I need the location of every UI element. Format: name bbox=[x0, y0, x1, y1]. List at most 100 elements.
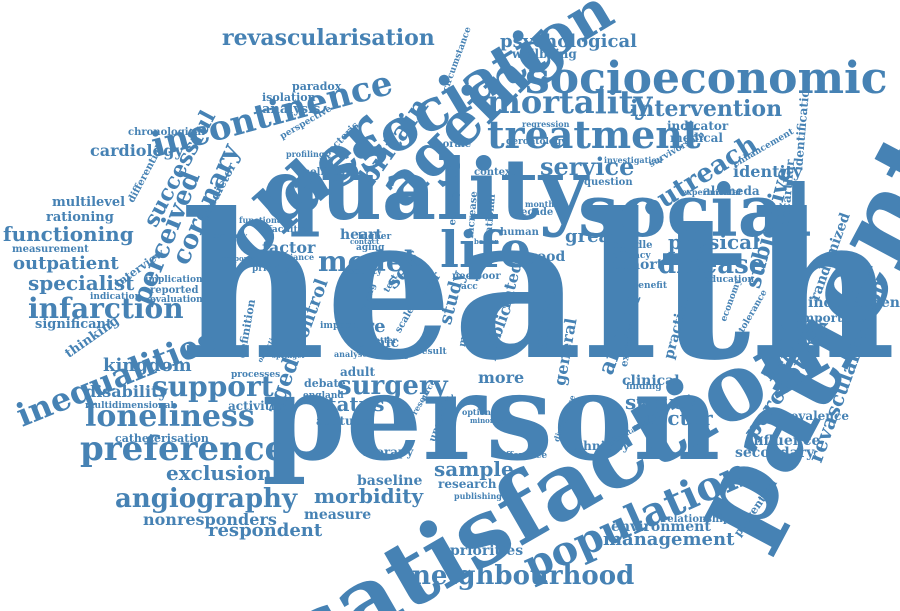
word-month: month bbox=[525, 199, 555, 209]
word-angiography: angiography bbox=[115, 484, 298, 514]
word-activities: activities bbox=[228, 399, 290, 413]
word-respondent: respondent bbox=[208, 520, 323, 541]
word-debate: debate bbox=[304, 377, 346, 390]
word-impact: impact bbox=[320, 321, 355, 331]
word-ethnicity: ethnicity bbox=[570, 439, 630, 453]
word-health: health bbox=[180, 170, 897, 405]
word-sample: sample bbox=[434, 457, 514, 481]
word-preference: preference bbox=[80, 429, 287, 469]
word-indicator: indicator bbox=[667, 119, 729, 133]
word-specialist: specialist bbox=[28, 271, 135, 295]
word-analysis: analysis bbox=[262, 102, 321, 117]
word-catheterisation: catheterisation bbox=[115, 432, 209, 445]
word-profiling: profiling bbox=[286, 149, 325, 159]
word-variance: variance bbox=[276, 252, 315, 262]
word-functional: functional bbox=[239, 215, 286, 225]
word-letter: letter bbox=[372, 335, 397, 345]
word-gerontology: gerontology bbox=[506, 137, 567, 147]
word-person: person bbox=[262, 347, 721, 488]
word-attitude: attitude bbox=[316, 414, 370, 428]
word-treatment: treatment bbox=[487, 112, 701, 157]
word-education: education bbox=[704, 275, 754, 285]
word-processes: processes bbox=[231, 370, 281, 380]
word-doctor: doctor bbox=[640, 406, 713, 430]
word-great: great bbox=[565, 226, 619, 247]
word-factor: factor bbox=[262, 238, 316, 257]
word-service: service bbox=[540, 152, 635, 181]
word-disease: disease bbox=[658, 250, 766, 280]
word-benefit: benefit bbox=[632, 281, 667, 291]
word-alameda: alameda bbox=[703, 184, 760, 198]
word-independent: independent bbox=[808, 295, 900, 311]
word-infarction: infarction bbox=[28, 292, 184, 325]
word-exclusion: exclusion bbox=[166, 461, 272, 485]
word-nonresponders: nonresponders bbox=[143, 510, 277, 529]
word-care: care bbox=[342, 316, 386, 337]
word-medical: medical bbox=[670, 131, 723, 145]
word-cohort: cohort bbox=[612, 257, 664, 273]
word-contact: contact bbox=[350, 237, 380, 246]
word-indication: indication bbox=[90, 292, 142, 302]
word-neighbourhood: neighbourhood bbox=[412, 561, 635, 591]
word-support: support bbox=[152, 370, 274, 403]
word-chronological: chronological bbox=[128, 127, 205, 138]
word-identity: identity bbox=[733, 162, 803, 181]
word-survey: survey bbox=[625, 390, 698, 414]
word-evaluation: evaluation bbox=[150, 295, 203, 305]
word-socioeconomic: socioeconomic bbox=[525, 53, 888, 104]
word-several: several bbox=[422, 393, 454, 403]
word-finding: finding bbox=[626, 382, 662, 392]
word-reported: reported bbox=[150, 285, 199, 296]
word-mortality: mortality bbox=[487, 83, 653, 121]
word-research: research bbox=[438, 477, 497, 491]
word-rationing: rationing bbox=[46, 210, 114, 225]
word-analyse: analyse bbox=[334, 349, 368, 359]
word-context: context bbox=[474, 167, 516, 178]
word-baseline: baseline bbox=[357, 473, 423, 489]
word-springer: springer bbox=[272, 351, 306, 360]
word-decade: decade bbox=[514, 207, 554, 218]
word-multilevel: multilevel bbox=[52, 195, 126, 210]
word-cardiology: cardiology bbox=[90, 141, 184, 160]
word-relationship: relationship bbox=[662, 514, 730, 525]
word-political: political bbox=[303, 167, 350, 178]
word-multidimensional: multidimensional bbox=[85, 401, 174, 411]
word-minority: minority bbox=[470, 416, 504, 425]
word-revascularisation: revascularisation bbox=[222, 25, 435, 51]
word-facilities: facilities bbox=[268, 225, 312, 235]
word-influence: influence bbox=[748, 433, 821, 449]
word-significant: significant bbox=[35, 317, 112, 332]
word-psychological: psychological bbox=[500, 31, 637, 52]
word-acc: acc bbox=[461, 282, 478, 292]
word-kingdom: kingdom bbox=[103, 355, 192, 376]
word-measure: measure bbox=[304, 507, 372, 523]
word-implication: implication bbox=[145, 275, 203, 285]
word-loneliness: loneliness bbox=[85, 399, 255, 434]
word-adult: adult bbox=[340, 365, 375, 379]
word-status: status bbox=[316, 392, 385, 416]
word-isolation: isolation bbox=[262, 91, 316, 104]
word-secondary: secondary bbox=[735, 445, 815, 461]
word-investigation: investigation bbox=[604, 155, 663, 165]
word-england: england bbox=[303, 391, 344, 401]
word-more: more bbox=[478, 368, 525, 387]
word-human: human bbox=[500, 227, 539, 238]
word-option: option bbox=[462, 407, 491, 417]
word-surgery: surgery bbox=[337, 371, 448, 401]
word-functioning: functioning bbox=[3, 222, 134, 246]
word-need: need bbox=[452, 271, 479, 282]
word-publishing: publishing bbox=[454, 491, 502, 501]
word-county: county bbox=[348, 267, 382, 277]
word-morale: morale bbox=[432, 139, 472, 150]
word-model: model bbox=[318, 245, 415, 278]
word-intervention: intervention bbox=[630, 96, 783, 122]
word-therapy: therapy bbox=[362, 445, 414, 459]
word-bias: bias bbox=[390, 351, 409, 361]
word-question: question bbox=[584, 177, 633, 188]
word-paradox: paradox bbox=[292, 80, 342, 93]
word-heart: heart bbox=[340, 227, 382, 243]
word-response: response bbox=[222, 254, 258, 263]
word-aging: aging bbox=[356, 243, 385, 253]
word-experimental: experimental bbox=[682, 187, 742, 197]
word-physical: physical bbox=[668, 230, 760, 254]
